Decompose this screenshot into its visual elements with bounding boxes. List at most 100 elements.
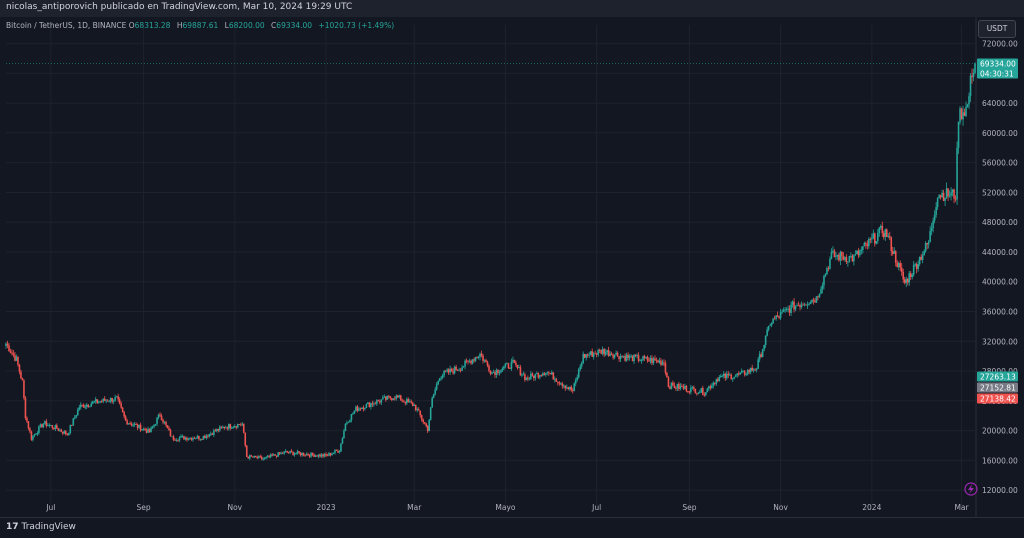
candle-body <box>812 299 815 301</box>
candle-body <box>528 378 531 380</box>
currency-button[interactable]: USDT <box>978 20 1016 38</box>
candle-body <box>748 370 750 373</box>
candle-body <box>926 242 928 245</box>
candle-body <box>821 285 824 289</box>
candle-body <box>8 345 10 352</box>
x-tick-label: Mayo <box>495 503 516 512</box>
candle-body <box>374 403 377 405</box>
footer-brand: TradingView <box>21 522 76 532</box>
candle-body <box>857 250 860 256</box>
candle-body <box>682 386 685 389</box>
x-tick-label: 2024 <box>862 503 881 512</box>
candle-body <box>624 356 626 361</box>
candle-body <box>957 121 960 148</box>
candle-body <box>455 366 457 371</box>
candle-body <box>561 383 564 386</box>
candle-body <box>130 423 133 426</box>
candle-body <box>419 410 422 416</box>
y-tick-label: 52000.00 <box>982 188 1018 197</box>
candle-body <box>652 358 655 364</box>
candle-body <box>201 438 203 440</box>
candle-body <box>42 423 45 428</box>
candle-body <box>815 296 818 303</box>
candle-body <box>537 372 540 378</box>
y-tick-label: 48000.00 <box>982 218 1018 227</box>
candle-body <box>361 407 363 410</box>
candle-body <box>398 395 401 398</box>
candle-body <box>208 433 211 437</box>
candle-body <box>109 398 112 402</box>
candle-body <box>141 429 143 431</box>
candle-body <box>908 273 911 283</box>
candle-body <box>808 303 810 305</box>
candle-body <box>773 318 776 320</box>
candle-body <box>428 419 430 432</box>
candle-body <box>269 454 272 457</box>
candle-body <box>485 360 487 363</box>
candle-body <box>198 435 200 440</box>
candle-body <box>63 431 66 434</box>
candle-body <box>591 351 593 357</box>
candle-body <box>313 454 315 457</box>
candle-body <box>874 233 876 244</box>
candle-body <box>687 391 689 393</box>
candle-body <box>26 418 28 422</box>
candle-body <box>669 386 671 389</box>
candle-body <box>440 377 442 379</box>
candle-body <box>332 452 335 454</box>
candle-body <box>370 403 372 408</box>
candle-body <box>875 241 878 244</box>
candle-body <box>797 305 800 307</box>
candle-body <box>516 365 519 369</box>
x-tick-label: Nov <box>227 503 242 512</box>
candle-body <box>65 431 67 435</box>
price-chart[interactable]: 12000.0016000.0020000.0024000.0028000.00… <box>0 17 1024 517</box>
candle-body <box>667 377 670 387</box>
candle-body <box>734 375 737 377</box>
candle-body <box>851 255 854 262</box>
candle-body <box>554 378 556 380</box>
candle-body <box>340 443 342 452</box>
tradingview-logo[interactable]: 17 TradingView <box>6 522 76 532</box>
candle-body <box>785 308 788 310</box>
candle-body <box>450 368 453 372</box>
candle-body <box>781 311 783 313</box>
candle-body <box>675 388 677 389</box>
candle-body <box>703 394 706 396</box>
candle-body <box>289 450 291 453</box>
candle-body <box>407 399 410 402</box>
candle-body <box>410 401 413 403</box>
price-tag-label: 69334.00 <box>980 59 1016 68</box>
y-tick-label: 64000.00 <box>982 99 1018 108</box>
candle-body <box>420 415 423 420</box>
candle-body <box>923 251 925 256</box>
candle-body <box>284 450 287 452</box>
candle-body <box>767 325 770 330</box>
candle-body <box>755 368 758 370</box>
candle-body <box>356 406 359 411</box>
symbol-name: Bitcoin / TetherUS, 1D, BINANCE <box>6 21 127 30</box>
candle-body <box>467 360 469 362</box>
candle-body <box>97 401 100 403</box>
candle-body <box>784 309 786 311</box>
candle-body <box>491 372 493 374</box>
candle-body <box>684 385 686 389</box>
candle-body <box>423 422 426 424</box>
candle-body <box>927 242 930 245</box>
candle-body <box>794 305 797 310</box>
candle-body <box>486 362 489 366</box>
candle-body <box>373 403 375 405</box>
candle-body <box>938 195 940 199</box>
candle-body <box>699 392 701 394</box>
candle-body <box>192 438 194 440</box>
candle-body <box>552 372 555 380</box>
candle-body <box>183 436 185 440</box>
candle-body <box>512 359 514 362</box>
x-tick-label: Mar <box>954 503 969 512</box>
candle-body <box>102 398 104 402</box>
candle-body <box>213 430 215 435</box>
candle-body <box>862 246 864 250</box>
chart-area[interactable]: 12000.0016000.0020000.0024000.0028000.00… <box>0 17 1024 517</box>
candle-body <box>229 424 232 429</box>
x-tick-label: 2023 <box>316 503 335 512</box>
